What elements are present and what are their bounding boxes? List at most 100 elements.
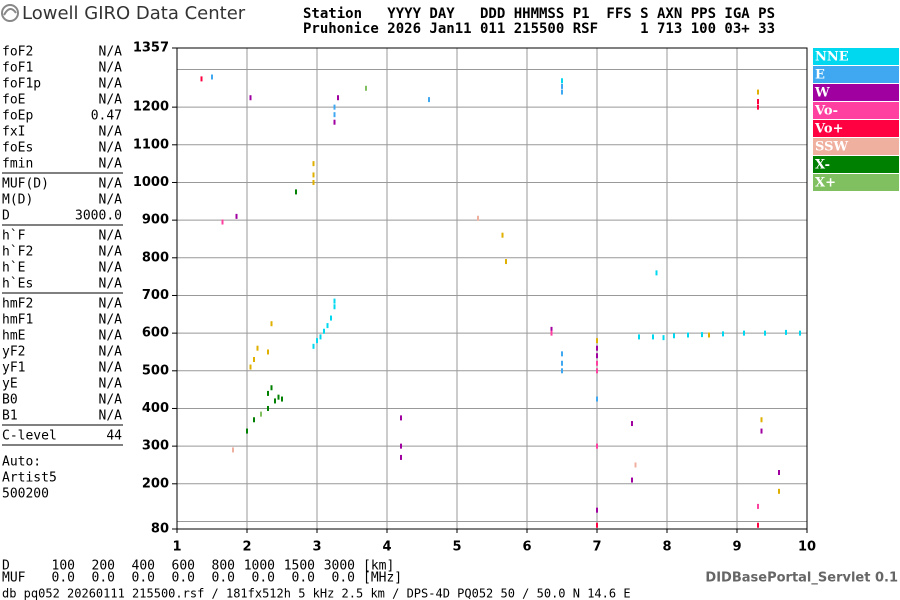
- param-value: N/A: [99, 177, 123, 192]
- echo: [323, 328, 325, 334]
- echo: [365, 85, 367, 91]
- echo: [701, 332, 703, 338]
- logo: [1, 4, 19, 22]
- param-name: C-level: [2, 429, 57, 444]
- muf-value: 0.0: [292, 571, 315, 586]
- param-value: N/A: [99, 345, 123, 360]
- param-name: yF2: [2, 345, 25, 360]
- echo: [477, 215, 479, 221]
- y-tick-label: 400: [142, 401, 169, 416]
- echo: [631, 477, 633, 483]
- muf-value: 0.0: [92, 571, 115, 586]
- echo: [634, 462, 637, 468]
- echo: [295, 189, 297, 195]
- echo: [655, 270, 658, 276]
- echo: [333, 112, 336, 118]
- echo: [253, 357, 255, 363]
- echo: [270, 385, 273, 391]
- echo: [400, 454, 402, 460]
- param-name: h`F2: [2, 245, 33, 260]
- distance: 1500: [284, 559, 315, 574]
- echo: [260, 411, 262, 417]
- param-name: h`Es: [2, 277, 33, 292]
- param-value: 3000.0: [75, 209, 122, 224]
- echo: [200, 76, 203, 82]
- y-tick-label: 900: [142, 213, 169, 228]
- echo: [333, 304, 336, 310]
- echo: [428, 97, 430, 103]
- echo: [561, 351, 563, 357]
- param-value: 0.47: [91, 109, 122, 124]
- param-name: B0: [2, 393, 18, 408]
- table-label: D: [2, 559, 10, 574]
- param-name: D: [2, 209, 10, 224]
- distance: 100: [52, 559, 75, 574]
- legend-label: NNE: [815, 50, 849, 65]
- servlet-label: DIDBasePortal_Servlet 0.1: [705, 571, 898, 586]
- param-value: N/A: [99, 77, 123, 92]
- param-value: N/A: [99, 245, 123, 260]
- echo: [333, 104, 336, 110]
- x-tick-label: 5: [452, 540, 461, 555]
- echo: [757, 89, 759, 95]
- y-tick-label: 1000: [133, 175, 169, 190]
- app-title: Lowell GIRO Data Center: [22, 3, 246, 24]
- legend-swatch: [813, 84, 899, 101]
- param-name: foEs: [2, 141, 33, 156]
- x-tick-label: 4: [382, 540, 391, 555]
- echo: [501, 232, 504, 238]
- y-tick-label: 200: [142, 476, 169, 491]
- param-value: N/A: [99, 313, 123, 328]
- legend-swatch: [813, 66, 899, 83]
- y-tick-label: 1357: [133, 41, 169, 56]
- echo: [561, 368, 563, 374]
- echo: [281, 396, 283, 402]
- echo: [319, 334, 322, 340]
- y-tick-label: 80: [151, 522, 169, 537]
- y-tick-label: 500: [142, 363, 169, 378]
- legend-label: Vo-: [814, 104, 838, 119]
- echo: [333, 298, 336, 304]
- unit: [km]: [363, 559, 394, 574]
- param-name: foF1: [2, 61, 33, 76]
- echo: [232, 447, 234, 453]
- echo: [561, 83, 563, 89]
- echo: [550, 326, 553, 332]
- echo: [326, 323, 329, 329]
- echo: [652, 334, 654, 340]
- param-name: foE: [2, 93, 25, 108]
- y-tick-label: 800: [142, 250, 169, 265]
- x-tick-label: 6: [522, 540, 531, 555]
- param-name: B1: [2, 409, 18, 424]
- muf-value: 0.0: [52, 571, 75, 586]
- auto-label: Artist5: [2, 471, 57, 486]
- muf-value: 0.0: [172, 571, 195, 586]
- y-tick-label: 1200: [133, 100, 169, 115]
- auto-label: 500200: [2, 487, 49, 502]
- param-name: hmF2: [2, 297, 33, 312]
- echo: [561, 360, 563, 366]
- echo: [400, 415, 402, 421]
- auto-label: Auto:: [2, 455, 41, 470]
- legend-label: Vo+: [814, 122, 843, 137]
- echo: [673, 333, 675, 339]
- y-tick-label: 600: [142, 326, 169, 341]
- param-value: N/A: [99, 61, 123, 76]
- echo: [596, 443, 598, 449]
- echo: [312, 172, 315, 178]
- echo: [708, 332, 710, 338]
- param-value: N/A: [99, 393, 123, 408]
- param-value: N/A: [99, 377, 123, 392]
- x-tick-label: 8: [662, 540, 671, 555]
- muf-value: 0.0: [212, 571, 235, 586]
- param-name: hmF1: [2, 313, 33, 328]
- echo: [662, 335, 665, 341]
- echo: [267, 405, 269, 411]
- muf-value: 0.0: [132, 571, 155, 586]
- echo: [246, 428, 248, 434]
- x-tick-label: 10: [798, 540, 816, 555]
- echo: [400, 443, 402, 449]
- y-tick-label: 1100: [133, 137, 169, 152]
- legend-swatch: [813, 120, 899, 137]
- echo: [312, 343, 315, 349]
